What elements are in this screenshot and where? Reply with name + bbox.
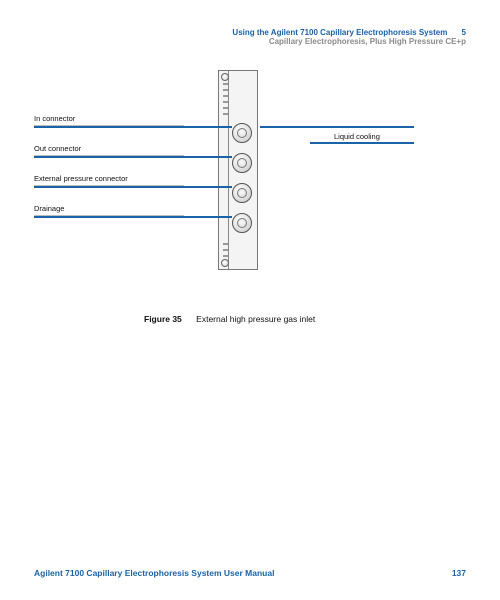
callout-label-right: Liquid cooling <box>334 132 380 141</box>
screw-icon <box>221 259 229 267</box>
header-subtitle: Capillary Electrophoresis, Plus High Pre… <box>34 37 466 46</box>
port-pressure <box>232 183 252 203</box>
callout-line <box>34 126 232 128</box>
footer-page-number: 137 <box>452 568 466 578</box>
port-in <box>232 123 252 143</box>
page-footer: Agilent 7100 Capillary Electrophoresis S… <box>34 568 466 578</box>
callout-line-right <box>260 126 414 128</box>
figure-number: Figure 35 <box>144 314 182 324</box>
figure-caption: Figure 35 External high pressure gas inl… <box>144 314 315 324</box>
callout-label: External pressure connector <box>34 174 184 186</box>
callout-line <box>34 156 232 158</box>
diagram: In connector Out connector External pres… <box>34 64 466 324</box>
rail-slits <box>223 71 228 269</box>
callout-label: In connector <box>34 114 184 126</box>
page: Using the Agilent 7100 Capillary Electro… <box>0 0 500 600</box>
device-panel <box>218 70 258 270</box>
callout-line <box>34 186 232 188</box>
chapter-number: 5 <box>462 28 466 37</box>
figure-text: External high pressure gas inlet <box>196 314 315 324</box>
callout-label: Out connector <box>34 144 184 156</box>
header-title-row: Using the Agilent 7100 Capillary Electro… <box>34 28 466 37</box>
page-header: Using the Agilent 7100 Capillary Electro… <box>34 28 466 46</box>
screw-icon <box>221 73 229 81</box>
header-title: Using the Agilent 7100 Capillary Electro… <box>232 28 447 37</box>
port-out <box>232 153 252 173</box>
footer-manual-title: Agilent 7100 Capillary Electrophoresis S… <box>34 568 274 578</box>
callout-line-right <box>310 142 414 144</box>
panel-rail <box>223 71 229 269</box>
callout-label: Drainage <box>34 204 184 216</box>
port-drainage <box>232 213 252 233</box>
callout-line <box>34 216 232 218</box>
